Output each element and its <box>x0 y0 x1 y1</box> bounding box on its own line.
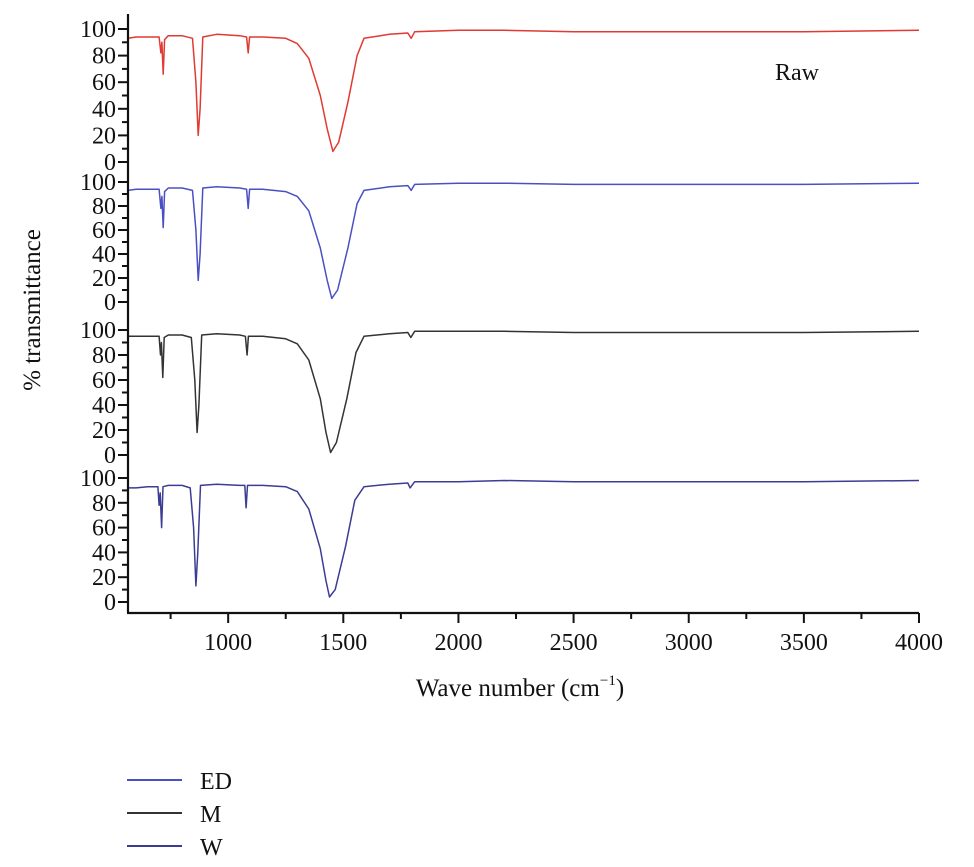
x-tick-label: 2000 <box>434 630 482 656</box>
legend: ED MW <box>127 769 232 861</box>
x-tick-label: 4000 <box>895 630 943 656</box>
y-tick-label: 80 <box>92 44 116 70</box>
y-tick-label: 20 <box>92 565 116 591</box>
y-tick-label: 40 <box>92 242 116 268</box>
x-axis-label: Wave number (cm−1) <box>416 673 624 702</box>
y-tick-label: 0 <box>104 443 116 469</box>
series-line-raw <box>127 29 920 153</box>
y-tick-label: 40 <box>92 97 116 123</box>
x-axis-label-sup: −1 <box>600 673 616 689</box>
x-tick-label: 1500 <box>319 630 367 656</box>
y-axis-label: % transmittance <box>19 229 46 391</box>
y-tick-label: 20 <box>92 418 116 444</box>
y-tick-label: 80 <box>92 491 116 517</box>
x-tick-label: 3000 <box>665 630 713 656</box>
y-tick-label: 100 <box>80 17 116 43</box>
y-tick-label: 60 <box>92 70 116 96</box>
x-tick-label: 1000 <box>204 630 252 656</box>
y-tick-label: 100 <box>80 318 116 344</box>
x-axis-label-text: Wave number (cm <box>416 675 601 702</box>
x-tick-label: 3500 <box>780 630 828 656</box>
series-line-ed <box>127 182 920 300</box>
y-tick-label: 100 <box>80 170 116 196</box>
legend-label-w: W <box>200 835 223 861</box>
y-tick-label: 40 <box>92 393 116 419</box>
y-tick-label: 20 <box>92 123 116 149</box>
legend-label-m: M <box>200 802 221 828</box>
y-tick-label: 80 <box>92 343 116 369</box>
y-tick-label: 100 <box>80 466 116 492</box>
y-tick-label: 20 <box>92 266 116 292</box>
y-tick-label: 40 <box>92 540 116 566</box>
legend-label-ed: ED <box>200 769 232 795</box>
y-tick-label: 60 <box>92 516 116 542</box>
y-tick-label: 0 <box>104 290 116 316</box>
y-tick-label: 60 <box>92 218 116 244</box>
series-line-w <box>128 479 920 598</box>
x-tick-label: 2500 <box>550 630 598 656</box>
series-line-m <box>128 330 920 454</box>
y-tick-label: 0 <box>104 150 116 176</box>
y-tick-label: 80 <box>92 194 116 220</box>
x-axis-label-close: ) <box>616 675 624 702</box>
y-tick-label: 0 <box>104 590 116 616</box>
y-tick-label: 60 <box>92 368 116 394</box>
raw-annotation: Raw <box>775 60 820 86</box>
